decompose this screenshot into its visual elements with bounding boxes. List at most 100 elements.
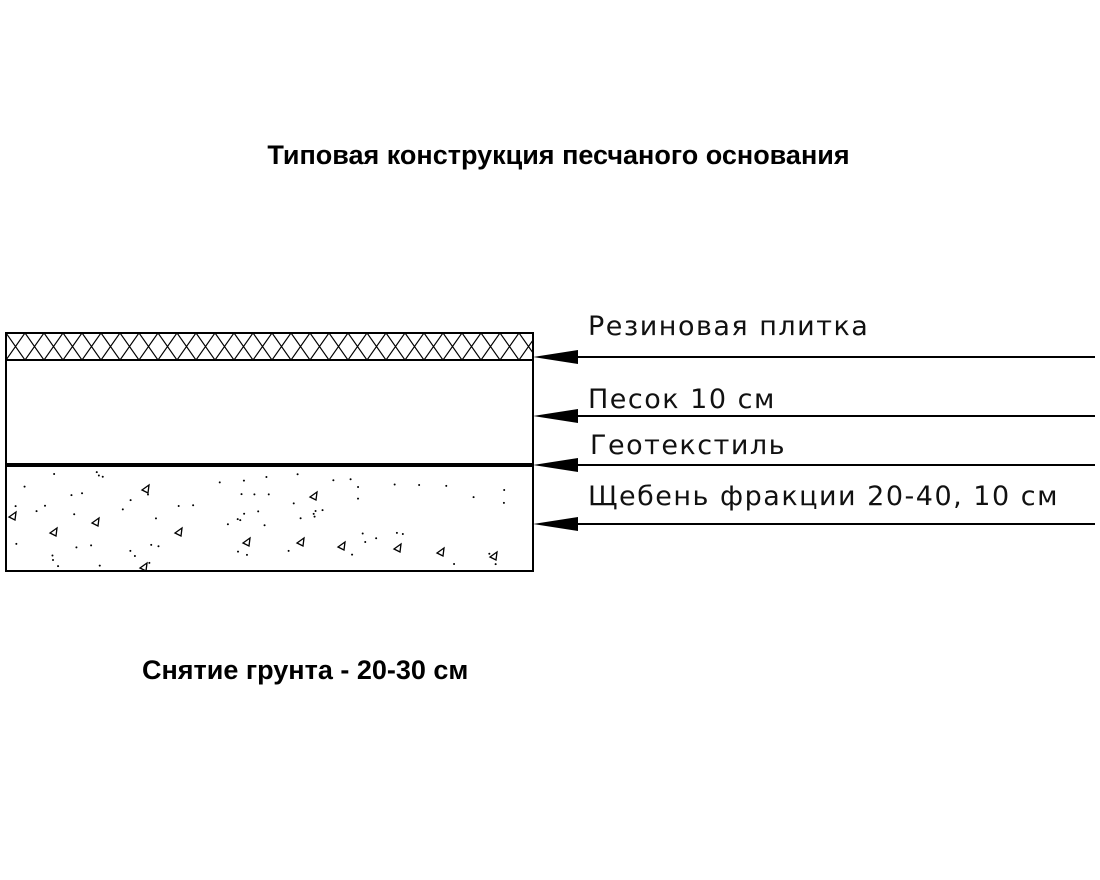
leader-gravel bbox=[533, 517, 1095, 531]
gravel-dot bbox=[148, 561, 151, 564]
gravel-dot bbox=[52, 558, 55, 561]
gravel-dot bbox=[236, 518, 239, 521]
gravel-dot bbox=[453, 562, 456, 565]
gravel-dot bbox=[15, 542, 18, 545]
gravel-dot bbox=[237, 550, 240, 553]
gravel-stone bbox=[295, 536, 305, 547]
gravel-stone bbox=[241, 536, 251, 547]
gravel-dot bbox=[35, 510, 38, 513]
gravel-dot bbox=[51, 554, 54, 557]
leader-sand bbox=[533, 409, 1095, 423]
gravel-dot bbox=[502, 501, 505, 504]
gravel-stone bbox=[138, 561, 148, 572]
gravel-dot bbox=[401, 533, 404, 536]
gravel-dot bbox=[218, 481, 221, 484]
gravel-dot bbox=[23, 485, 26, 488]
gravel-dot bbox=[57, 565, 60, 568]
gravel-dot bbox=[240, 493, 243, 496]
gravel-dot bbox=[192, 504, 195, 507]
gravel-stone bbox=[435, 546, 445, 557]
gravel-dot bbox=[121, 508, 124, 511]
gravel-dot bbox=[177, 504, 180, 507]
gravel-stone bbox=[7, 510, 17, 521]
gravel-dot bbox=[97, 474, 100, 477]
gravel-dot bbox=[245, 553, 248, 556]
gravel-dot bbox=[472, 496, 475, 499]
sand-layer bbox=[5, 359, 534, 466]
gravel-dot bbox=[357, 486, 360, 489]
gravel-dot bbox=[101, 475, 104, 478]
gravel-dot bbox=[81, 492, 84, 495]
gravel-dot bbox=[349, 478, 352, 481]
gravel-dot bbox=[73, 513, 76, 516]
label-rubber-tile: Резиновая плитка bbox=[588, 311, 869, 342]
gravel-dot bbox=[314, 510, 317, 513]
gravel-dot bbox=[357, 497, 360, 500]
gravel-stone bbox=[308, 490, 318, 501]
gravel-dot bbox=[312, 512, 315, 515]
gravel-dot bbox=[361, 532, 364, 535]
gravel-dot bbox=[146, 493, 149, 496]
gravel-layer bbox=[5, 464, 534, 572]
label-geotextile: Геотекстиль bbox=[590, 430, 786, 461]
gravel-dot bbox=[292, 502, 295, 505]
gravel-dot bbox=[70, 494, 73, 497]
arrow-icon bbox=[533, 409, 578, 423]
gravel-dot bbox=[296, 473, 299, 476]
gravel-dot bbox=[287, 549, 290, 552]
gravel-dot bbox=[267, 493, 270, 496]
leader-rubber-tile bbox=[533, 350, 1095, 364]
gravel-dot bbox=[375, 537, 378, 540]
label-gravel: Щебень фракции 20-40, 10 см bbox=[588, 481, 1059, 512]
gravel-dot bbox=[393, 483, 396, 486]
gravel-stone bbox=[488, 550, 498, 561]
gravel-stone bbox=[336, 540, 346, 551]
gravel-dot bbox=[364, 541, 367, 544]
gravel-stone bbox=[392, 542, 402, 553]
gravel-dot bbox=[488, 552, 491, 555]
gravel-dot bbox=[265, 475, 268, 478]
gravel-dot bbox=[90, 544, 93, 547]
rubber-tile-layer bbox=[5, 332, 534, 361]
gravel-dot bbox=[53, 472, 56, 475]
gravel-dot bbox=[226, 523, 229, 526]
gravel-dot bbox=[242, 479, 245, 482]
gravel-dot bbox=[313, 515, 316, 518]
footnote: Снятие грунта - 20-30 см bbox=[142, 655, 469, 685]
gravel-dot bbox=[150, 543, 153, 546]
gravel-dot bbox=[321, 509, 324, 512]
gravel-dot bbox=[44, 504, 47, 507]
gravel-stone bbox=[173, 526, 183, 537]
gravel-dot bbox=[418, 483, 421, 486]
gravel-dot bbox=[351, 553, 354, 556]
label-sand: Песок 10 см bbox=[588, 384, 776, 415]
gravel-dot bbox=[263, 524, 266, 527]
gravel-dot bbox=[154, 517, 157, 520]
gravel-dot bbox=[395, 531, 398, 534]
gravel-dot bbox=[75, 546, 78, 549]
gravel-dot bbox=[503, 488, 506, 491]
gravel-dot bbox=[445, 484, 448, 487]
gravel-dot bbox=[239, 519, 242, 522]
gravel-dot bbox=[129, 499, 132, 502]
leader-geotextile bbox=[533, 458, 1095, 472]
gravel-dot bbox=[332, 479, 335, 482]
gravel-stone bbox=[90, 516, 100, 527]
gravel-stone bbox=[48, 526, 58, 537]
gravel-dot bbox=[157, 545, 160, 548]
arrow-icon bbox=[533, 517, 578, 531]
gravel-dot bbox=[133, 554, 136, 557]
gravel-dot bbox=[253, 493, 256, 496]
gravel-dot bbox=[257, 510, 260, 513]
gravel-dot bbox=[299, 517, 302, 520]
gravel-dot bbox=[243, 512, 246, 515]
gravel-stone bbox=[140, 483, 150, 494]
gravel-dot bbox=[129, 549, 132, 552]
diagram-title: Типовая конструкция песчаного основания bbox=[267, 140, 850, 170]
gravel-dot bbox=[98, 564, 101, 567]
gravel-dot bbox=[95, 471, 98, 474]
arrow-icon bbox=[533, 458, 578, 472]
gravel-dot bbox=[14, 505, 17, 508]
arrow-icon bbox=[533, 350, 578, 364]
